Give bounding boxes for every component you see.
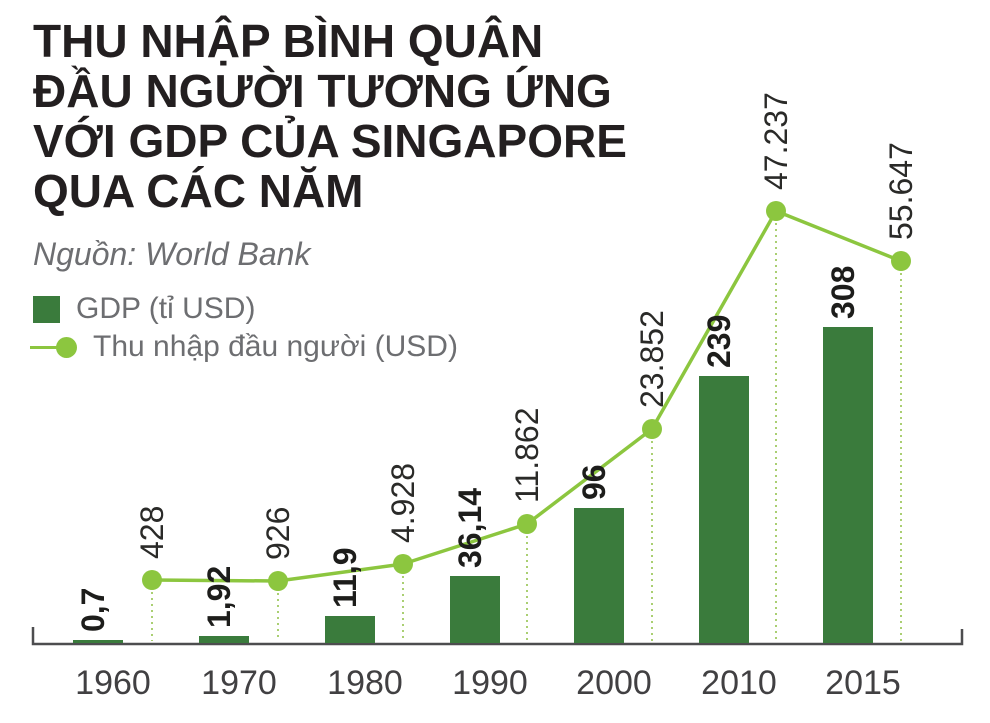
gdp-bar-1970 xyxy=(199,636,249,643)
income-dot-2015 xyxy=(891,251,911,271)
income-value-label-1960: 428 xyxy=(134,506,170,559)
line-dot-icon xyxy=(30,336,77,358)
page-title-line-3: VỚI GDP CỦA SINGAPORE xyxy=(33,115,627,167)
year-label-1970: 1970 xyxy=(201,664,277,702)
page-title: THU NHẬP BÌNH QUÂN ĐẦU NGƯỜI TƯƠNG ỨNG V… xyxy=(33,16,627,216)
gdp-value-label-1970: 1,92 xyxy=(201,566,237,628)
gdp-value-label-1980: 11,9 xyxy=(327,547,363,608)
gdp-swatch-icon xyxy=(33,295,60,323)
gdp-value-label-1960: 0,7 xyxy=(75,588,111,632)
legend: GDP (tỉ USD) Thu nhập đầu người (USD) xyxy=(30,290,458,366)
gdp-bar-1980 xyxy=(325,616,375,643)
x-axis xyxy=(31,627,964,646)
page-title-line-2: ĐẦU NGƯỜI TƯƠNG ỨNG xyxy=(33,65,612,117)
legend-item-income: Thu nhập đầu người (USD) xyxy=(30,328,458,366)
income-value-label-1990: 11.862 xyxy=(509,408,545,504)
page-title-line-4: QUA CÁC NĂM xyxy=(33,165,364,217)
gdp-value-label-2015: 308 xyxy=(825,266,861,319)
income-dot-2010 xyxy=(766,201,786,221)
gdp-bar-2015 xyxy=(823,327,873,643)
income-value-label-2010: 47.237 xyxy=(758,92,794,190)
year-label-2015: 2015 xyxy=(825,664,901,702)
income-dot-1960 xyxy=(142,570,162,590)
income-dot-1970 xyxy=(268,571,288,591)
gdp-bar-2000 xyxy=(574,508,624,643)
income-dot-2000 xyxy=(642,419,662,439)
gdp-value-label-2010: 239 xyxy=(701,315,737,368)
income-value-label-2015: 55.647 xyxy=(883,142,919,240)
year-label-1980: 1980 xyxy=(327,664,403,702)
legend-label-gdp: GDP (tỉ USD) xyxy=(76,292,256,325)
source-note: Nguồn: World Bank xyxy=(33,236,311,272)
legend-label-income: Thu nhập đầu người (USD) xyxy=(93,330,458,363)
year-label-2010: 2010 xyxy=(701,664,777,702)
gdp-value-label-1990: 36,14 xyxy=(452,488,488,568)
income-value-label-1970: 926 xyxy=(260,507,296,560)
income-dot-1990 xyxy=(517,514,537,534)
income-value-label-2000: 23.852 xyxy=(634,310,670,408)
year-label-1990: 1990 xyxy=(452,664,528,702)
income-value-label-1980: 4.928 xyxy=(385,463,421,543)
legend-item-gdp: GDP (tỉ USD) xyxy=(30,290,458,328)
gdp-bar-1960 xyxy=(73,640,123,643)
year-label-2000: 2000 xyxy=(576,664,652,702)
gdp-bar-2010 xyxy=(699,376,749,643)
page-title-line-1: THU NHẬP BÌNH QUÂN xyxy=(33,15,544,67)
income-dot-1980 xyxy=(393,554,413,574)
gdp-bar-1990 xyxy=(450,576,500,643)
gdp-value-label-2000: 96 xyxy=(576,464,612,500)
year-label-1960: 1960 xyxy=(75,664,151,702)
